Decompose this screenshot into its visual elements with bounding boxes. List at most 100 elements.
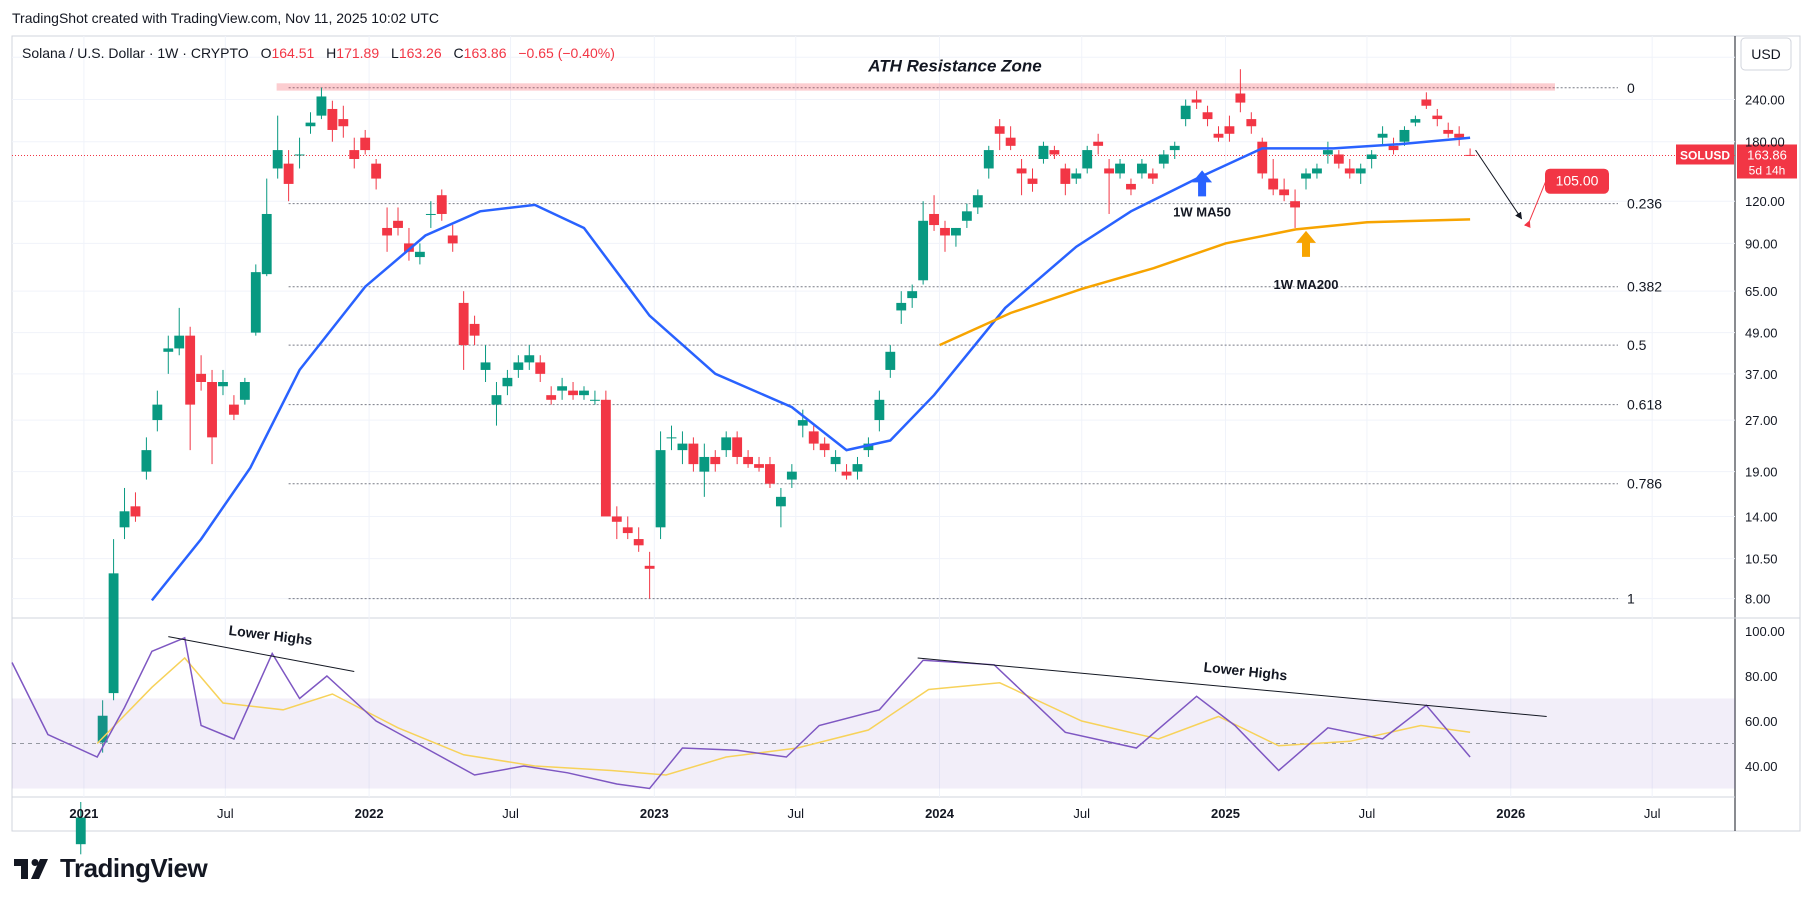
candle [1071,168,1082,184]
candle-body [721,437,732,451]
target-pointer [1523,180,1547,228]
candle-body [305,122,316,127]
current-price-tag-box [1737,144,1797,179]
candle-body [141,450,152,472]
ohlc-o-label: O [261,45,272,61]
candle [349,137,360,169]
time-tick-label: Jul [217,806,234,821]
ohlc-change: −0.65 (−0.40%) [518,45,615,61]
candle [590,390,600,405]
ma200-arrow-icon [1296,230,1317,257]
candle [108,539,119,701]
candle [557,377,568,400]
candle [371,158,382,190]
candle [524,345,535,370]
candle-body [830,456,841,465]
candle [404,227,414,261]
candle-body [863,443,874,451]
candle [765,456,775,488]
candle [1366,150,1377,169]
candle-body [1191,99,1202,103]
candle-body [174,335,185,349]
candle-body [1202,112,1213,120]
candle-body [524,355,535,363]
candle-body [1322,150,1333,155]
price-tick-label: 14.00 [1745,509,1778,524]
candle-body [1104,168,1115,174]
candle-body [1169,145,1180,151]
candle-body [1180,105,1191,120]
candle-body [1158,154,1169,164]
currency-button[interactable]: USD [1751,46,1781,62]
candle [360,129,371,155]
candle-body [633,539,644,546]
rsi-tick-label: 40.00 [1745,759,1778,774]
price-tick-label: 27.00 [1745,413,1778,428]
candle [688,437,699,472]
candle [1388,137,1399,155]
fib-label: 1 [1627,591,1635,607]
ohlc-c-value: 163.86 [464,45,507,61]
currency-button-box[interactable] [1740,37,1792,71]
price-tick-label: 180.00 [1745,135,1785,150]
candle [710,450,721,472]
candle [961,203,972,228]
candle [414,243,425,265]
candle-body [907,291,918,299]
candle-body [502,377,513,387]
fibonacci-levels: 0 0.236 0.382 0.5 0.618 0.786 1 [288,80,1662,607]
ma50-label: 1W MA50 [1173,205,1231,220]
candle [1126,178,1136,196]
candle [305,112,316,134]
candle-body [163,348,174,352]
candle-body [983,150,994,169]
candle-body [1082,150,1093,169]
candle [185,326,196,451]
candle [1158,150,1169,169]
symbol-line: Solana / U.S. Dollar · 1W · CRYPTO [22,45,249,61]
candle [852,456,863,480]
candle-body [1213,133,1224,138]
candle [75,801,86,855]
candle-body [1071,173,1082,179]
candle-body [75,817,86,845]
candle [622,516,633,540]
candle-body [327,108,338,130]
candle [808,425,819,451]
candle-body [929,213,939,226]
candle-body [1224,126,1235,134]
candle-body [119,511,130,528]
candle [283,150,294,202]
time-tick-label: Jul [1644,806,1661,821]
header-note: TradingShot created with TradingView.com… [12,10,439,26]
rsi-signal-line [96,656,1471,776]
rsi-trendline [168,636,355,672]
candle-body [797,420,808,426]
candle [119,487,130,540]
candle-body [1005,137,1016,146]
candle [327,100,338,142]
fib-label: 0.618 [1627,397,1662,413]
symbol-tag: SOLUSD [1680,148,1730,162]
candle-body [1147,173,1158,179]
time-tick-label: 2025 [1211,806,1240,821]
price-tick-label: 120.00 [1745,194,1785,209]
tradingview-logo[interactable]: TradingView [14,853,208,884]
candle-body [1016,168,1027,174]
candle [754,456,764,472]
candle-body [338,119,349,127]
candle [1049,145,1060,159]
time-tick-label: 2026 [1496,806,1525,821]
ma50-arrow-icon [1192,170,1213,197]
candle [644,551,655,599]
ohlc-c-label: C [454,45,464,61]
candle-body [786,471,797,480]
candle-body [261,213,272,275]
rsi-annotation-label: Lower Highs [228,622,314,648]
ma50-line [150,136,1471,602]
candle [896,291,907,324]
candle [929,195,939,231]
candle [743,450,754,468]
candle-body [1344,168,1355,174]
